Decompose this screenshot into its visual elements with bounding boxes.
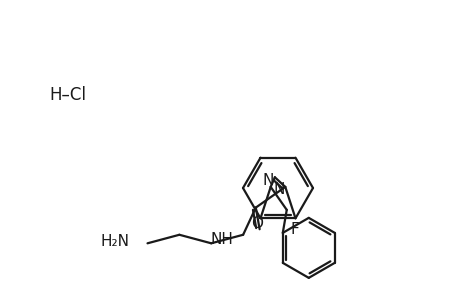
Text: F: F	[290, 222, 298, 237]
Text: NH: NH	[210, 232, 233, 247]
Text: N: N	[262, 173, 273, 188]
Text: H₂N: H₂N	[100, 234, 129, 249]
Text: H–Cl: H–Cl	[50, 86, 86, 104]
Text: N: N	[273, 182, 284, 197]
Text: O: O	[250, 216, 262, 231]
